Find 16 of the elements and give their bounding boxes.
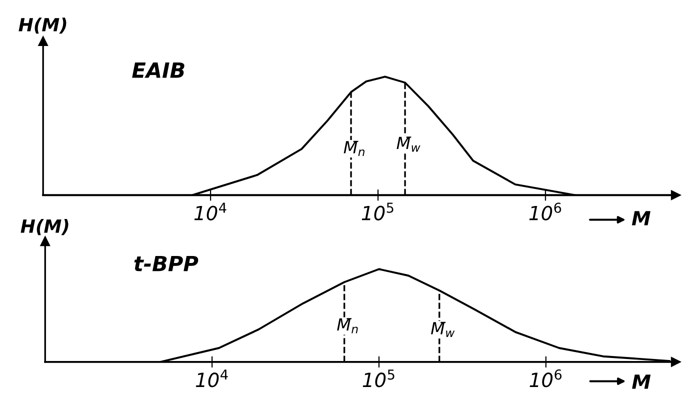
x-tick-label: 10$^{4}$	[196, 370, 228, 388]
ref-line-label: M̄$_{n}$	[344, 140, 364, 156]
ref-line-label: M̄$_{w}$	[431, 322, 455, 338]
y-axis-title: H(M)	[20, 219, 68, 236]
y-axis-title: H(M)	[18, 18, 66, 34]
x-tick-label: 10$^{5}$	[362, 370, 394, 388]
x-axis-title: M	[632, 374, 651, 389]
x-tick-label: 10$^{4}$	[194, 202, 226, 220]
x-tick-label: 10$^{6}$	[530, 369, 562, 388]
x-tick-label: 10$^{6}$	[529, 202, 562, 220]
chart-title: EAIB	[132, 62, 184, 78]
ref-line-label: M̄$_{n}$	[337, 318, 358, 334]
x-tick-label: 10$^{5}$	[362, 202, 394, 220]
chart-title: t-BPP	[134, 256, 198, 272]
x-axis-title: M	[632, 211, 650, 226]
ref-line-label: M̄$_{w}$	[396, 136, 420, 152]
